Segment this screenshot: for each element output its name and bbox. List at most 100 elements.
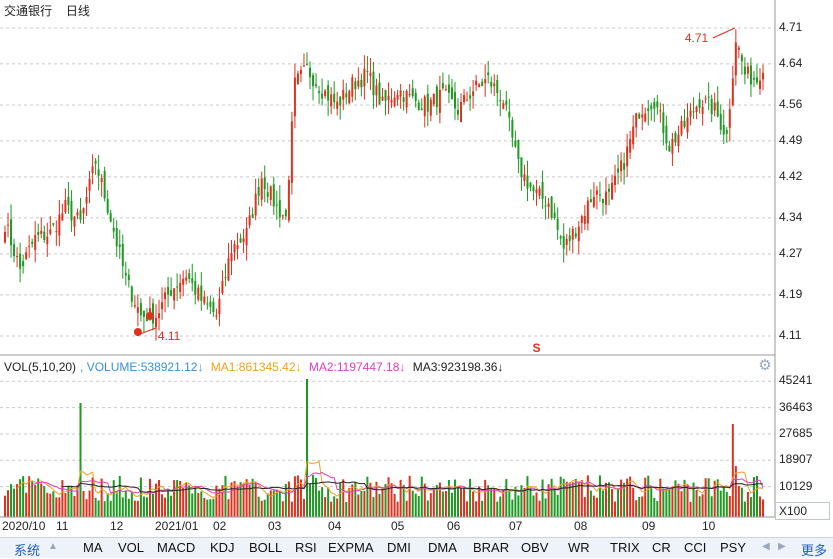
- volume-bar: [333, 496, 336, 517]
- candle-body: [547, 203, 550, 207]
- candle-body: [357, 80, 360, 87]
- volume-bar: [453, 479, 456, 517]
- tab-system[interactable]: 系统: [14, 543, 41, 558]
- candle-body: [635, 113, 638, 128]
- candle-body: [447, 84, 450, 93]
- candle-body: [423, 96, 426, 117]
- volume-ma-line: [62, 481, 764, 493]
- volume-bar: [632, 487, 635, 517]
- volume-bar: [248, 484, 251, 517]
- tab-expma[interactable]: EXPMA: [328, 540, 374, 555]
- volume-bar: [713, 480, 716, 517]
- candle-body: [375, 85, 378, 96]
- tab-ma[interactable]: MA: [83, 540, 103, 555]
- tab-psy[interactable]: PSY: [720, 540, 747, 555]
- tab-rsi[interactable]: RSI: [295, 540, 317, 555]
- tab-trix[interactable]: TRIX: [610, 540, 640, 555]
- candle-body: [224, 277, 227, 279]
- candle-body: [450, 87, 453, 100]
- candlesticks[interactable]: [4, 29, 765, 341]
- candle-body: [737, 47, 740, 50]
- candle-body: [499, 100, 502, 102]
- candle-body: [330, 94, 333, 107]
- volume-bar: [269, 490, 272, 517]
- candle-body: [653, 101, 656, 109]
- tab-vol[interactable]: VOL: [118, 540, 145, 555]
- volume-bar: [306, 379, 308, 517]
- tab-cr[interactable]: CR: [652, 540, 671, 555]
- more-button[interactable]: 更多: [800, 543, 827, 558]
- candle-body: [656, 101, 659, 108]
- candle-body: [429, 99, 432, 116]
- candle-body: [734, 42, 737, 76]
- volume-bar: [318, 490, 321, 517]
- candle-body: [31, 241, 34, 244]
- candle-body: [740, 55, 743, 62]
- volume-bar: [716, 479, 719, 517]
- candle-body: [266, 192, 269, 197]
- volume-bar: [743, 501, 746, 517]
- volume-bar: [79, 403, 82, 517]
- volume-bar: [309, 483, 312, 517]
- volume-bar: [155, 483, 157, 517]
- ma3-value: MA3:923198.36↓: [412, 360, 504, 374]
- volume-grid: [0, 380, 775, 488]
- candle-body: [200, 285, 203, 301]
- tab-brar[interactable]: BRAR: [473, 540, 510, 555]
- volume-bar: [64, 493, 67, 517]
- volume-bar: [200, 491, 203, 517]
- candle-body: [589, 199, 592, 203]
- period-label[interactable]: 日线: [65, 4, 90, 18]
- gear-icon[interactable]: ⚙: [758, 357, 772, 374]
- volume-bar: [299, 479, 302, 517]
- candle-body: [203, 296, 206, 304]
- tab-boll[interactable]: BOLL: [249, 540, 283, 555]
- volume-bar: [493, 488, 496, 517]
- volume-bars[interactable]: [4, 379, 765, 517]
- volume-bar: [586, 475, 589, 517]
- candle-body: [601, 199, 604, 203]
- tab-scroll-up-icon[interactable]: ▲: [48, 541, 58, 552]
- volume-unit-button[interactable]: X100: [775, 502, 830, 520]
- date-tick-label: 09: [642, 519, 656, 533]
- date-axis: 2020/10 11 12 2021/01 02 03 04 05 06 07 08 09 10: [0, 517, 775, 535]
- volume-bar: [405, 500, 408, 517]
- volume-bar: [221, 485, 224, 517]
- candle-body: [671, 138, 674, 154]
- volume-bar: [601, 490, 604, 517]
- tab-cci[interactable]: CCI: [684, 540, 707, 555]
- tab-dmi[interactable]: DMI: [387, 540, 411, 555]
- volume-bar: [139, 477, 142, 517]
- candle-body: [472, 91, 475, 96]
- volume-bar: [158, 480, 161, 517]
- volume-bar: [106, 493, 109, 517]
- tab-macd[interactable]: MACD: [157, 540, 196, 555]
- candle-body: [321, 93, 324, 99]
- volume-tick-label: 10129: [779, 478, 813, 493]
- volume-bar: [725, 491, 728, 517]
- tab-scroll-right-icon[interactable]: ▶: [778, 541, 786, 552]
- volume-bar: [432, 488, 435, 517]
- tab-kdj[interactable]: KDJ: [210, 540, 235, 555]
- tab-dma[interactable]: DMA: [428, 540, 457, 555]
- tab-obv[interactable]: OBV: [521, 540, 549, 555]
- volume-bar: [620, 479, 623, 517]
- candle-body: [124, 272, 127, 276]
- volume-bar: [668, 488, 671, 517]
- candle-body: [40, 230, 43, 235]
- date-tick-label: 03: [268, 519, 282, 533]
- candle-body: [432, 93, 435, 105]
- volume-bar: [638, 497, 641, 517]
- tab-scroll-left-icon[interactable]: ◀: [762, 541, 770, 552]
- tab-wr[interactable]: WR: [568, 540, 590, 555]
- date-tick-label: 11: [56, 519, 69, 533]
- volume-bar: [396, 501, 399, 517]
- candle-body: [469, 95, 472, 99]
- vol-param-label[interactable]: VOL(5,10,20): [4, 360, 77, 374]
- candle-body: [85, 197, 88, 204]
- volume-bar: [463, 488, 466, 517]
- candle-body: [641, 114, 644, 118]
- volume-bar: [227, 499, 230, 517]
- stock-name: 交通银行: [4, 4, 53, 18]
- volume-bar: [170, 495, 173, 517]
